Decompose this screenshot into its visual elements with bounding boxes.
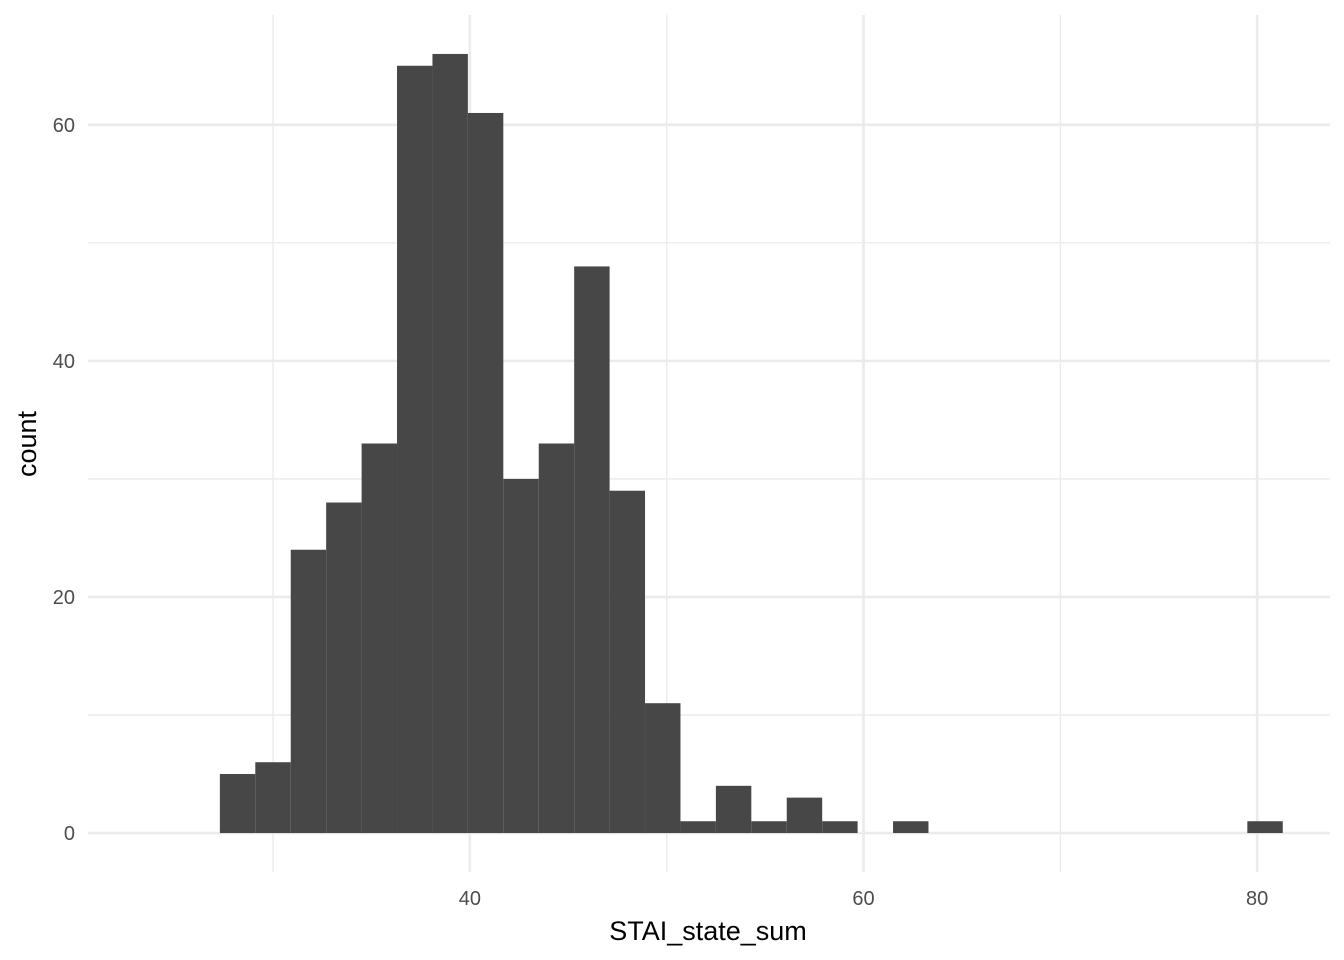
histogram-bar [751, 821, 787, 834]
y-axis-title: count [12, 410, 42, 477]
histogram-bar [822, 821, 858, 834]
y-tick-label: 60 [53, 115, 75, 137]
y-tick-label: 0 [64, 823, 75, 845]
y-tick-label: 20 [53, 587, 75, 609]
histogram-bar [361, 443, 398, 834]
x-tick-label: 60 [852, 888, 874, 910]
histogram-bar [290, 549, 327, 834]
histogram-bar [680, 821, 716, 834]
tick-labels-layer: 0 20 40 60 40 60 80 [53, 115, 1269, 910]
histogram-bar [255, 762, 291, 834]
histogram-bar [1247, 821, 1283, 834]
histogram-bar [893, 821, 929, 834]
histogram-bar [326, 502, 362, 834]
y-tick-label: 40 [53, 351, 75, 373]
grid-layer [88, 15, 1330, 872]
x-axis-title: STAI_state_sum [609, 916, 807, 946]
histogram-bar [397, 65, 433, 834]
histogram-bar [715, 785, 752, 834]
histogram-bar [432, 53, 468, 834]
histogram-bar [645, 703, 681, 834]
histogram-bar [609, 490, 646, 834]
histogram-bar [538, 443, 575, 834]
histogram-bar [786, 797, 823, 834]
histogram-bar [467, 112, 504, 834]
histogram-bar [219, 774, 256, 834]
histogram-bar [503, 478, 539, 834]
histogram-bar [574, 266, 610, 834]
x-tick-label: 80 [1246, 888, 1268, 910]
x-tick-label: 40 [459, 888, 481, 910]
bars-layer [219, 53, 1283, 834]
